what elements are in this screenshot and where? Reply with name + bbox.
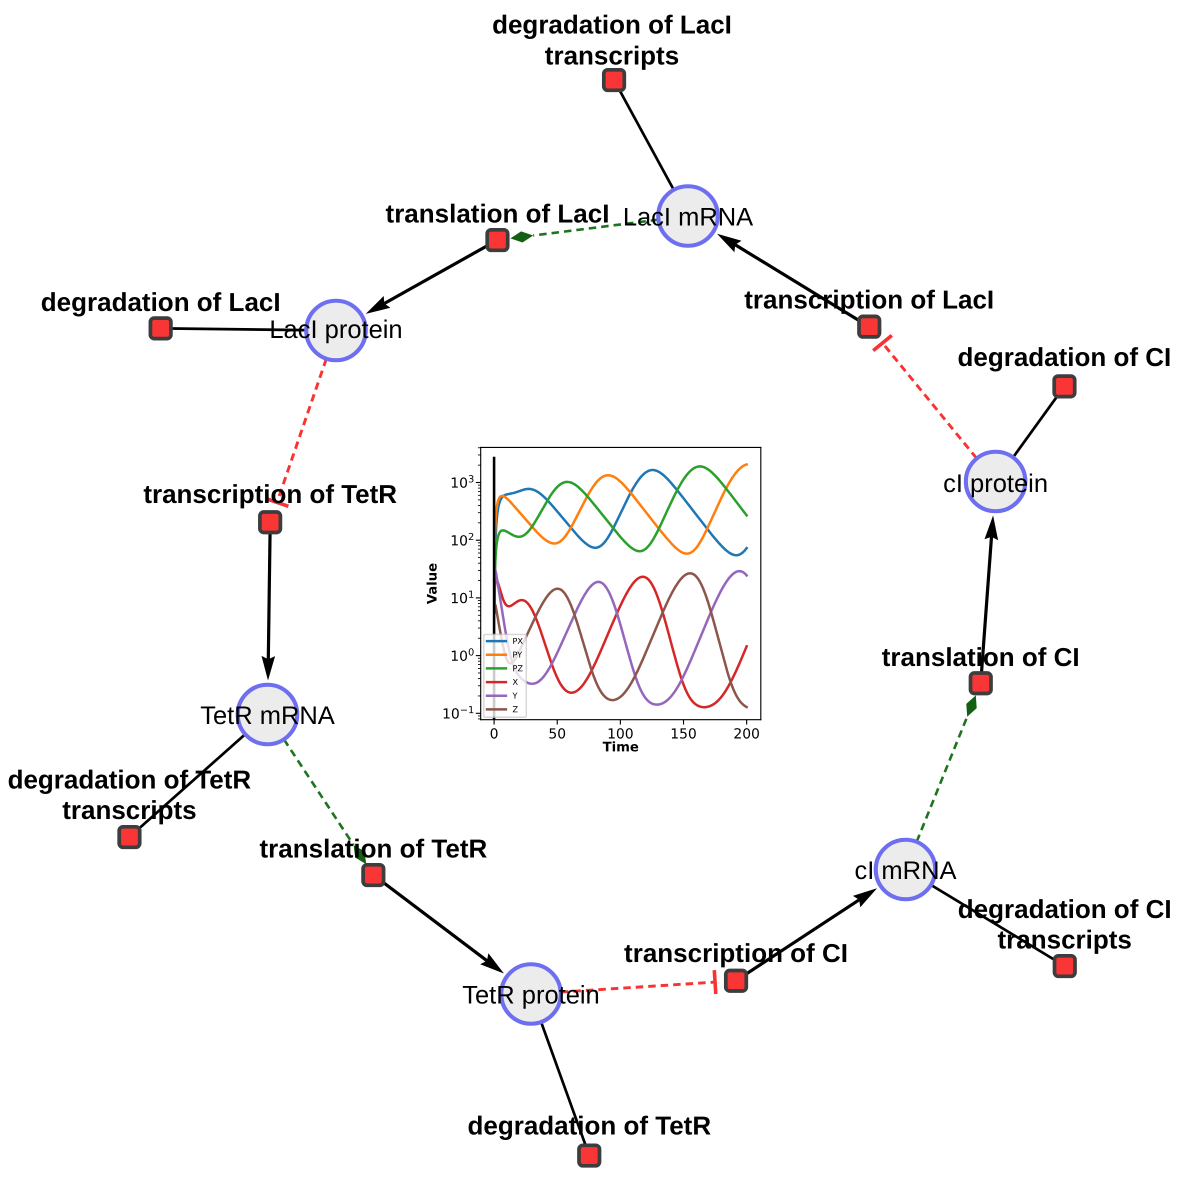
svg-text:degradation of LacI: degradation of LacI [492, 10, 732, 40]
svg-text:transcripts: transcripts [62, 795, 196, 825]
svg-text:transcription of LacI: transcription of LacI [744, 285, 994, 315]
svg-text:transcripts: transcripts [545, 40, 679, 70]
svg-text:cI mRNA: cI mRNA [855, 857, 957, 885]
svg-text:degradation of CI: degradation of CI [958, 342, 1172, 372]
svg-text:LacI protein: LacI protein [269, 316, 402, 344]
svg-text:degradation of TetR: degradation of TetR [467, 1111, 711, 1141]
svg-text:degradation of LacI: degradation of LacI [41, 287, 281, 317]
svg-text:translation of LacI: translation of LacI [386, 199, 610, 229]
svg-text:TetR protein: TetR protein [462, 982, 600, 1010]
svg-text:transcription of CI: transcription of CI [624, 938, 848, 968]
svg-text:translation of TetR: translation of TetR [260, 833, 488, 863]
svg-text:degradation of CI: degradation of CI [958, 894, 1172, 924]
svg-text:cI protein: cI protein [943, 470, 1048, 498]
svg-text:translation of CI: translation of CI [882, 642, 1080, 672]
svg-text:TetR mRNA: TetR mRNA [200, 702, 335, 730]
svg-text:degradation of TetR: degradation of TetR [8, 764, 252, 794]
svg-text:transcription of TetR: transcription of TetR [143, 479, 397, 509]
svg-text:LacI mRNA: LacI mRNA [623, 204, 753, 232]
svg-text:transcripts: transcripts [998, 925, 1132, 955]
